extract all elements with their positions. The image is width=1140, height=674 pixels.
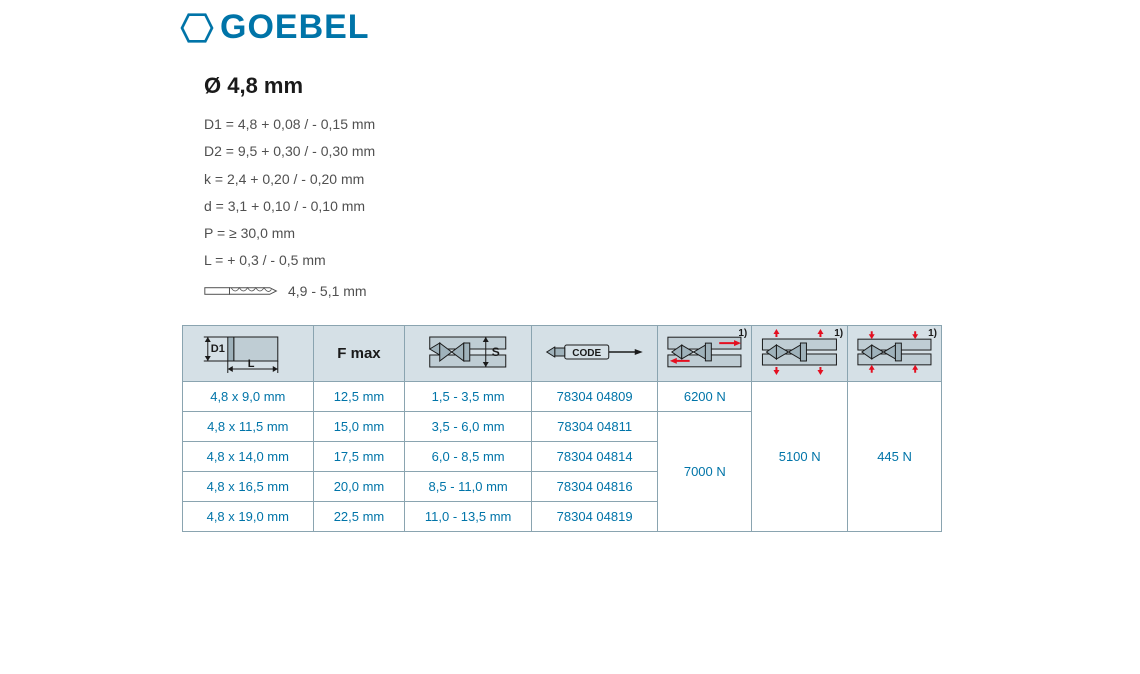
cell-grip: 11,0 - 13,5 mm <box>405 501 532 531</box>
svg-text:D1: D1 <box>211 343 225 355</box>
spec-d2: D2 = 9,5 + 0,30 / - 0,30 mm <box>204 138 960 165</box>
cell-dim: 4,8 x 14,0 mm <box>183 441 314 471</box>
spec-table: D1 L F max <box>182 325 942 532</box>
table-row: 4,8 x 9,0 mm 12,5 mm 1,5 - 3,5 mm 78304 … <box>183 381 942 411</box>
cell-code: 78304 04814 <box>531 441 658 471</box>
header-fmax: F max <box>313 325 405 381</box>
brand-logo: GOEBEL <box>180 8 960 47</box>
cell-grip: 3,5 - 6,0 mm <box>405 411 532 441</box>
cell-fmax: 12,5 mm <box>313 381 405 411</box>
cell-grip: 6,0 - 8,5 mm <box>405 441 532 471</box>
cell-tensile: 5100 N <box>752 381 848 531</box>
cell-last: 445 N <box>848 381 942 531</box>
spec-d1: D1 = 4,8 + 0,08 / - 0,15 mm <box>204 111 960 138</box>
svg-text:S: S <box>492 345 500 359</box>
spec-l: L = + 0,3 / - 0,5 mm <box>204 247 960 274</box>
header-grip: S <box>405 325 532 381</box>
drill-bit-icon <box>204 284 278 298</box>
cell-shear-rest: 7000 N <box>658 411 752 531</box>
cell-fmax: 15,0 mm <box>313 411 405 441</box>
spec-p: P = ≥ 30,0 mm <box>204 220 960 247</box>
hexagon-icon <box>180 13 214 43</box>
cell-dim: 4,8 x 19,0 mm <box>183 501 314 531</box>
cell-grip: 8,5 - 11,0 mm <box>405 471 532 501</box>
cell-code: 78304 04819 <box>531 501 658 531</box>
cell-shear-first: 6200 N <box>658 381 752 411</box>
header-shear: 1) <box>658 325 752 381</box>
cell-code: 78304 04809 <box>531 381 658 411</box>
cell-fmax: 17,5 mm <box>313 441 405 471</box>
drill-range: 4,9 - 5,1 mm <box>288 283 367 299</box>
cell-dim: 4,8 x 11,5 mm <box>183 411 314 441</box>
svg-text:CODE: CODE <box>572 348 601 359</box>
svg-text:L: L <box>248 358 255 370</box>
spec-list: D1 = 4,8 + 0,08 / - 0,15 mm D2 = 9,5 + 0… <box>204 111 960 275</box>
cell-fmax: 22,5 mm <box>313 501 405 531</box>
cell-code: 78304 04811 <box>531 411 658 441</box>
header-code: CODE <box>531 325 658 381</box>
header-tensile: 1) <box>752 325 848 381</box>
cell-fmax: 20,0 mm <box>313 471 405 501</box>
header-dimensions: D1 L <box>183 325 314 381</box>
cell-dim: 4,8 x 9,0 mm <box>183 381 314 411</box>
header-pullthrough: 1) <box>848 325 942 381</box>
cell-grip: 1,5 - 3,5 mm <box>405 381 532 411</box>
spec-d: d = 3,1 + 0,10 / - 0,10 mm <box>204 193 960 220</box>
diameter-heading: Ø 4,8 mm <box>204 73 960 99</box>
cell-dim: 4,8 x 16,5 mm <box>183 471 314 501</box>
drill-spec: 4,9 - 5,1 mm <box>204 283 960 299</box>
cell-code: 78304 04816 <box>531 471 658 501</box>
spec-k: k = 2,4 + 0,20 / - 0,20 mm <box>204 166 960 193</box>
brand-name: GOEBEL <box>220 8 370 47</box>
